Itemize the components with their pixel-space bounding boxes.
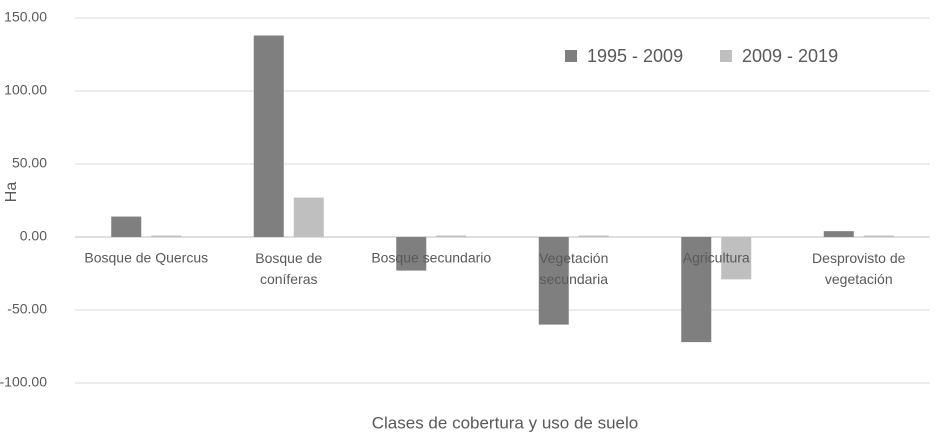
bar [681, 237, 712, 343]
bar [396, 237, 427, 271]
bar [863, 235, 894, 237]
x-tick-label: Agricultura [683, 250, 750, 266]
y-tick-label: -100.00 [0, 374, 47, 390]
x-axis-title: Clases de cobertura y uso de suelo [372, 413, 639, 432]
y-tick-label: 150.00 [4, 9, 47, 25]
bar [578, 235, 609, 237]
x-tick-label: Bosque secundario [371, 250, 491, 266]
x-tick-label: Desprovisto de vegetación [812, 250, 906, 287]
y-tick-label: -50.00 [7, 301, 47, 317]
bar [538, 237, 569, 325]
bar [111, 216, 142, 237]
bar [151, 235, 182, 237]
bar [823, 231, 854, 237]
legend-swatch [565, 50, 577, 62]
bar [293, 197, 324, 237]
bar [436, 235, 467, 237]
y-tick-label: 100.00 [4, 82, 47, 98]
x-tick-label: Vegetación secundaria [539, 250, 608, 287]
legend-label: 1995 - 2009 [587, 46, 683, 66]
x-tick-label: Bosque de coníferas [255, 250, 322, 287]
y-tick-label: 0.00 [20, 228, 47, 244]
legend-swatch [720, 50, 732, 62]
bar [721, 237, 752, 280]
legend-label: 2009 - 2019 [742, 46, 838, 66]
y-axis-title: Ha [3, 182, 20, 203]
x-tick-label: Bosque de Quercus [84, 250, 208, 266]
bar [253, 35, 284, 237]
y-tick-label: 50.00 [12, 155, 47, 171]
